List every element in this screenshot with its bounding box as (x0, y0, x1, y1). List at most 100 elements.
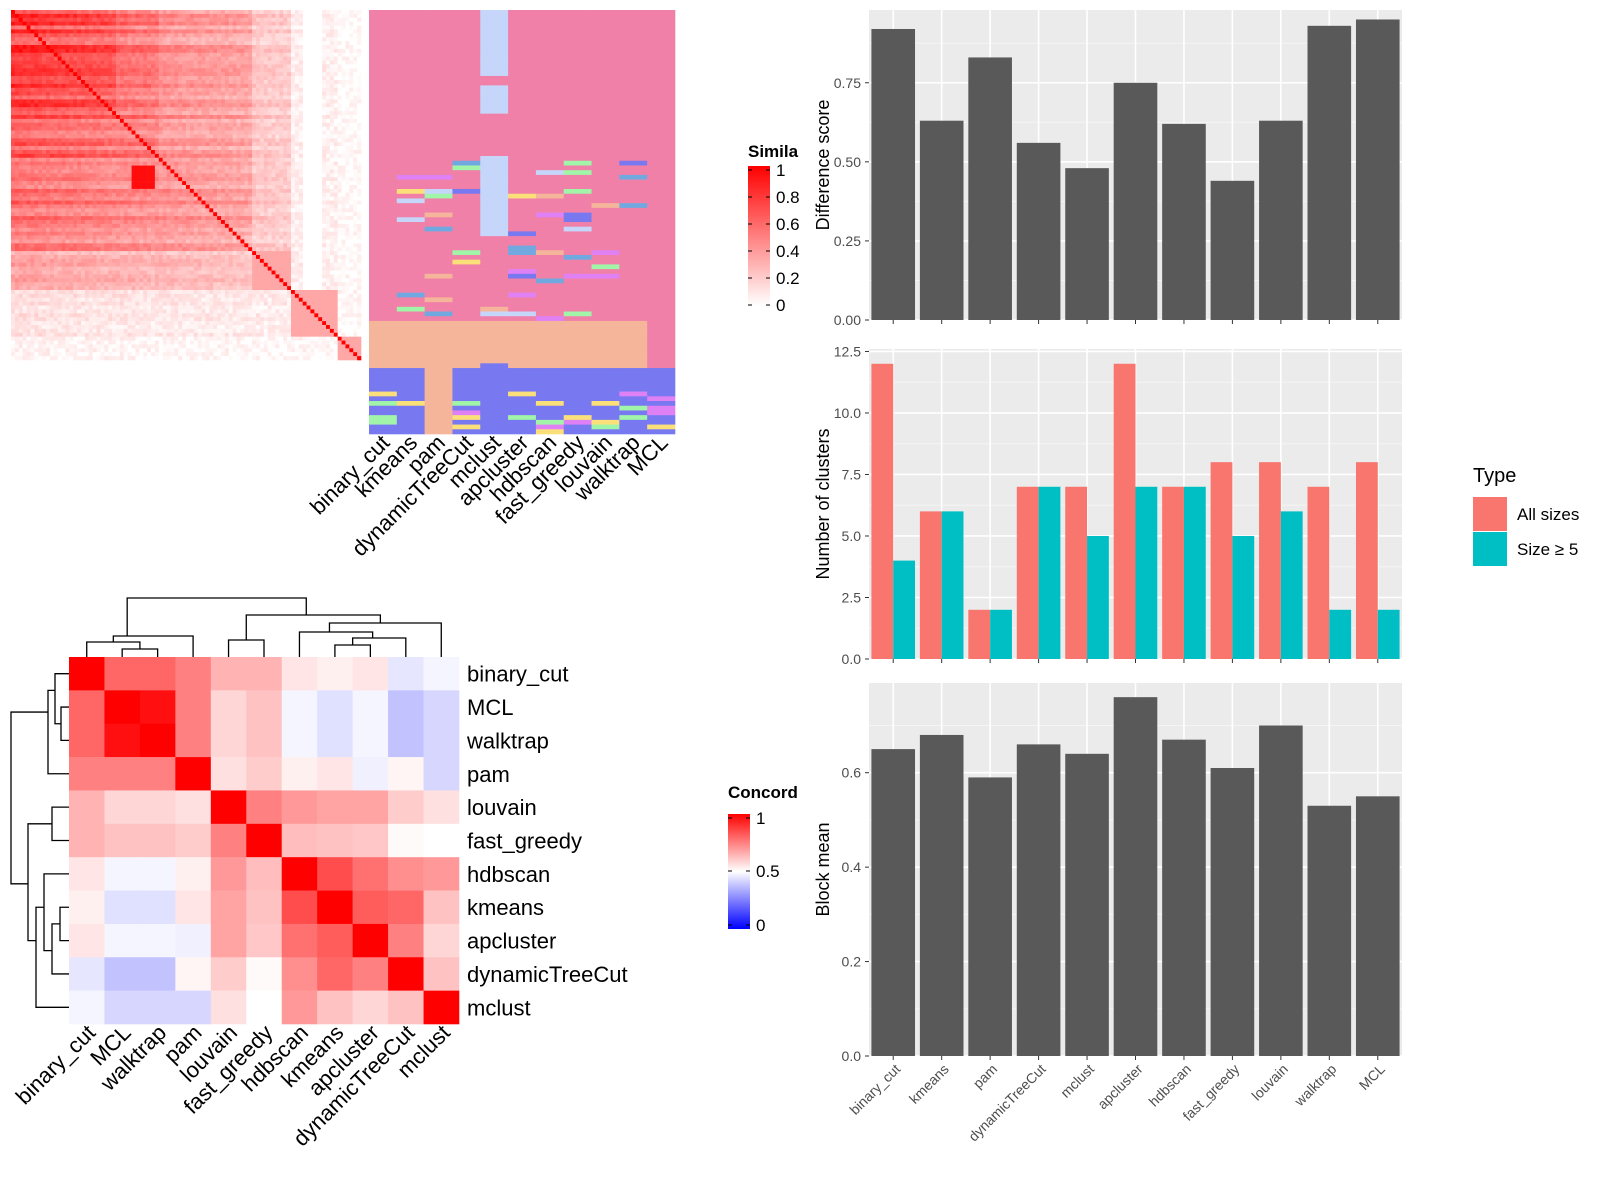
similarity-cell (116, 60, 121, 65)
similarity-cell (252, 153, 257, 159)
similarity-cell (131, 56, 136, 61)
similarity-cell (228, 192, 233, 197)
similarity-cell (65, 99, 70, 104)
similarity-cell (248, 173, 253, 178)
similarity-cell (100, 80, 105, 85)
similarity-cell (42, 235, 47, 240)
similarity-cell (248, 17, 253, 22)
similarity-cell (201, 64, 206, 69)
similarity-cell (38, 13, 43, 19)
similarity-cell (353, 91, 358, 96)
similarity-cell (267, 200, 272, 205)
similarity-cell (158, 185, 163, 190)
similarity-cell (197, 204, 202, 209)
similarity-cell (100, 200, 105, 205)
similarity-cell (189, 48, 195, 54)
similarity-cell (53, 107, 58, 112)
similarity-cell (259, 122, 265, 127)
similarity-cell (240, 185, 245, 190)
similarity-cell (143, 216, 148, 221)
similarity-cell (108, 37, 113, 42)
similarity-cell (349, 146, 354, 151)
similarity-cell (349, 80, 354, 85)
similarity-cell (193, 118, 198, 124)
similarity-cell (34, 157, 39, 162)
similarity-cell (353, 165, 358, 170)
similarity-cell (326, 161, 331, 166)
similarity-cell (217, 181, 222, 186)
similarity-cell (92, 111, 97, 116)
similarity-cell (337, 188, 342, 194)
similarity-cell (275, 25, 280, 30)
similarity-cell (46, 56, 51, 61)
similarity-cell (162, 161, 167, 166)
similarity-cell (158, 103, 163, 108)
similarity-cell (267, 126, 272, 131)
similarity-cell (353, 142, 358, 147)
similarity-cell (166, 64, 171, 69)
similarity-cell (221, 48, 226, 54)
similarity-cell (213, 185, 218, 190)
similarity-cell (26, 185, 31, 190)
similarity-cell (162, 45, 167, 50)
similarity-cell (267, 80, 272, 85)
similarity-cell (166, 200, 171, 205)
similarity-cell (287, 130, 292, 135)
similarity-cell (221, 33, 226, 38)
similarity-cell (189, 153, 195, 159)
similarity-cell (209, 220, 214, 225)
similarity-cell (263, 126, 268, 131)
similarity-cell (322, 204, 327, 209)
similarity-cell (244, 220, 249, 225)
similarity-cell (244, 196, 249, 201)
similarity-cell (341, 204, 346, 209)
similarity-cell (267, 150, 272, 155)
similarity-cell (127, 99, 132, 104)
similarity-cell (22, 227, 27, 232)
similarity-cell (248, 45, 253, 50)
similarity-cell (57, 192, 62, 197)
similarity-cell (73, 64, 78, 69)
similarity-cell (116, 138, 121, 143)
similarity-cell (337, 126, 342, 131)
similarity-cell (252, 173, 257, 178)
similarity-cell (341, 111, 346, 116)
similarity-cell (205, 48, 210, 54)
similarity-cell (166, 87, 171, 92)
similarity-cell (267, 115, 272, 120)
similarity-cell (147, 91, 152, 96)
similarity-cell (26, 37, 31, 42)
similarity-cell (232, 130, 237, 135)
similarity-cell (30, 165, 35, 170)
similarity-cell (154, 13, 160, 19)
similarity-cell (217, 185, 222, 190)
similarity-cell (326, 169, 331, 174)
similarity-cell (46, 68, 51, 73)
similarity-cell (61, 122, 66, 127)
similarity-cell (123, 150, 128, 155)
similarity-cell (53, 21, 58, 26)
similarity-cell (170, 188, 175, 194)
similarity-cell (236, 134, 241, 139)
similarity-cell (81, 216, 86, 221)
similarity-cell (139, 188, 144, 194)
similarity-cell (201, 192, 206, 197)
similarity-cell (193, 188, 198, 194)
similarity-cell (228, 153, 233, 159)
similarity-cell (322, 126, 327, 131)
similarity-cell (271, 29, 276, 34)
similarity-cell (92, 165, 97, 170)
similarity-cell (77, 220, 82, 225)
similarity-cell (22, 68, 27, 73)
similarity-cell (119, 153, 125, 159)
similarity-cell (18, 130, 23, 135)
similarity-cell (259, 45, 265, 50)
similarity-cell (11, 52, 16, 57)
similarity-cell (162, 157, 167, 162)
similarity-cell (100, 204, 105, 209)
similarity-cell (77, 134, 82, 139)
similarity-cell (135, 223, 140, 229)
similarity-cell (57, 118, 62, 124)
similarity-cell (116, 29, 121, 34)
similarity-cell (209, 80, 214, 85)
